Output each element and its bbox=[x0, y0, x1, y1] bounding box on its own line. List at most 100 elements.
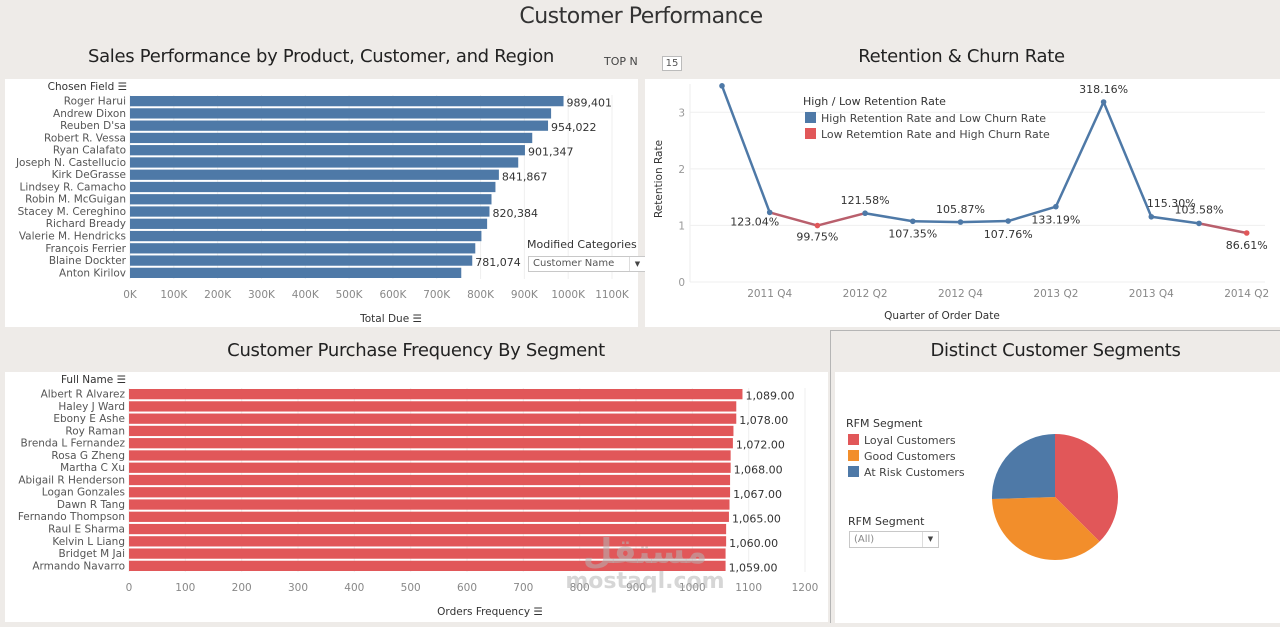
y-tick-label: 0 bbox=[678, 277, 685, 289]
data-point bbox=[1196, 220, 1202, 227]
retention-legend-item-low[interactable]: Low Retemtion Rate and High Churn Rate bbox=[805, 128, 1050, 141]
x-tick-label: 2013 Q2 bbox=[1033, 288, 1078, 300]
rfm-filter-title: RFM Segment bbox=[848, 515, 925, 528]
x-tick-label: 800K bbox=[467, 289, 495, 301]
data-label: 1,059.00 bbox=[729, 561, 778, 574]
data-label: 1,067.00 bbox=[733, 488, 782, 501]
category-label: Haley J Ward bbox=[58, 401, 125, 413]
data-label: 820,384 bbox=[492, 207, 538, 220]
category-label: Stacey M. Cereghino bbox=[18, 206, 126, 218]
frequency-panel: Full Name ☰ Albert R Alvarez 1,089.00 Haley… bbox=[5, 372, 828, 622]
data-point bbox=[1005, 218, 1011, 224]
bar bbox=[129, 487, 731, 498]
x-tick-label: 300K bbox=[248, 289, 276, 301]
category-label: Reuben D'sa bbox=[60, 120, 126, 132]
line-segment bbox=[1102, 100, 1153, 219]
data-label: 1,078.00 bbox=[739, 414, 788, 427]
x-tick-label: 2011 Q4 bbox=[747, 288, 792, 300]
data-label: 781,074 bbox=[475, 256, 521, 269]
bar bbox=[130, 132, 533, 144]
x-tick-label: 700K bbox=[423, 289, 451, 301]
x-tick-label: 200 bbox=[232, 582, 252, 594]
x-tick-label: 400 bbox=[344, 582, 364, 594]
segments-sheet-title: Distinct Customer Segments bbox=[930, 340, 1181, 361]
data-label: 1,060.00 bbox=[729, 537, 778, 550]
category-label: Logan Gonzales bbox=[42, 487, 125, 499]
modified-categories-title: Modified Categories bbox=[527, 238, 637, 251]
category-label: Robert R. Vessa bbox=[44, 132, 126, 144]
legend-label-low: Low Retemtion Rate and High Churn Rate bbox=[821, 128, 1050, 141]
x-tick-label: 900 bbox=[626, 582, 646, 594]
data-label: 99.75% bbox=[796, 231, 838, 244]
chevron-down-icon[interactable]: ▼ bbox=[922, 532, 938, 547]
retention-legend-item-high[interactable]: High Retention Rate and Low Churn Rate bbox=[805, 112, 1046, 125]
x-axis-title: Orders Frequency ☰ bbox=[437, 606, 543, 618]
data-label: 346.74% bbox=[708, 79, 757, 82]
modified-categories-dropdown[interactable]: Customer Name ▼ bbox=[528, 256, 646, 272]
bar bbox=[129, 462, 731, 473]
data-point bbox=[814, 222, 821, 229]
x-tick-label: 1100 bbox=[735, 582, 762, 594]
x-tick-label: 2013 Q4 bbox=[1129, 288, 1174, 300]
legend-swatch-high bbox=[805, 112, 816, 123]
bar bbox=[130, 120, 549, 131]
data-label: 115.30% bbox=[1147, 197, 1196, 210]
data-label: 1,072.00 bbox=[736, 439, 785, 452]
data-label: 954,022 bbox=[551, 121, 597, 134]
x-tick-label: 300 bbox=[288, 582, 308, 594]
category-label: Ryan Calafato bbox=[53, 145, 126, 157]
x-tick-label: 1000 bbox=[679, 582, 706, 594]
x-tick-label: 200K bbox=[204, 289, 232, 301]
rfm-segment-dropdown[interactable]: (All) ▼ bbox=[849, 531, 939, 548]
rfm-segment-value: (All) bbox=[854, 534, 875, 545]
data-label: 318.16% bbox=[1079, 83, 1128, 96]
topn-input[interactable]: 15 bbox=[662, 56, 682, 71]
category-label: Ebony E Ashe bbox=[53, 413, 125, 425]
bar bbox=[129, 413, 737, 424]
modified-categories-value: Customer Name bbox=[533, 258, 615, 269]
x-axis-title: Total Due ☰ bbox=[359, 313, 422, 325]
x-tick-label: 1000K bbox=[551, 289, 586, 301]
legend-label-at-risk: At Risk Customers bbox=[864, 466, 965, 479]
x-tick-label: 0K bbox=[123, 289, 138, 301]
segments-legend-item-loyal[interactable]: Loyal Customers bbox=[848, 434, 956, 447]
data-label: 105.87% bbox=[936, 203, 985, 216]
x-tick-label: 500K bbox=[336, 289, 364, 301]
x-tick-label: 600K bbox=[379, 289, 407, 301]
bar bbox=[129, 548, 726, 559]
x-tick-label: 1200 bbox=[792, 582, 819, 594]
data-label: 901,347 bbox=[528, 146, 574, 159]
category-label: Albert R Alvarez bbox=[41, 389, 126, 401]
category-label: Valerie M. Hendricks bbox=[19, 231, 126, 243]
bar bbox=[129, 425, 734, 437]
bar bbox=[129, 511, 729, 522]
x-tick-label: 2014 Q2 bbox=[1224, 288, 1269, 300]
data-point bbox=[910, 218, 916, 225]
data-point bbox=[1053, 203, 1059, 210]
x-tick-label: 600 bbox=[457, 582, 477, 594]
segments-legend-item-at-risk[interactable]: At Risk Customers bbox=[848, 466, 965, 479]
segments-legend-item-good[interactable]: Good Customers bbox=[848, 450, 956, 463]
bar bbox=[130, 157, 519, 168]
bar bbox=[130, 108, 552, 119]
topn-label: TOP N bbox=[604, 55, 638, 68]
segments-container bbox=[830, 330, 1280, 623]
category-label: Robin M. McGuigan bbox=[25, 194, 126, 206]
x-axis-title: Quarter of Order Date bbox=[884, 310, 1000, 322]
category-label: Richard Bready bbox=[46, 218, 126, 230]
x-tick-label: 100K bbox=[160, 289, 188, 301]
category-label: François Ferrier bbox=[45, 243, 126, 255]
category-label: Andrew Dixon bbox=[53, 108, 126, 120]
bar bbox=[129, 401, 737, 412]
line-segment bbox=[863, 211, 915, 223]
data-point bbox=[766, 209, 773, 216]
bar bbox=[130, 230, 482, 242]
chevron-down-icon[interactable]: ▼ bbox=[629, 257, 645, 271]
retention-legend-title: High / Low Retention Rate bbox=[803, 95, 946, 108]
category-label: Kelvin L Liang bbox=[52, 536, 125, 548]
sales-panel: Chosen Field ☰ Roger Harui 989,401 Andrew D… bbox=[5, 79, 638, 327]
bar bbox=[129, 536, 727, 547]
y-tick-label: 1 bbox=[678, 220, 685, 232]
bar bbox=[129, 523, 727, 535]
bar bbox=[130, 181, 496, 193]
